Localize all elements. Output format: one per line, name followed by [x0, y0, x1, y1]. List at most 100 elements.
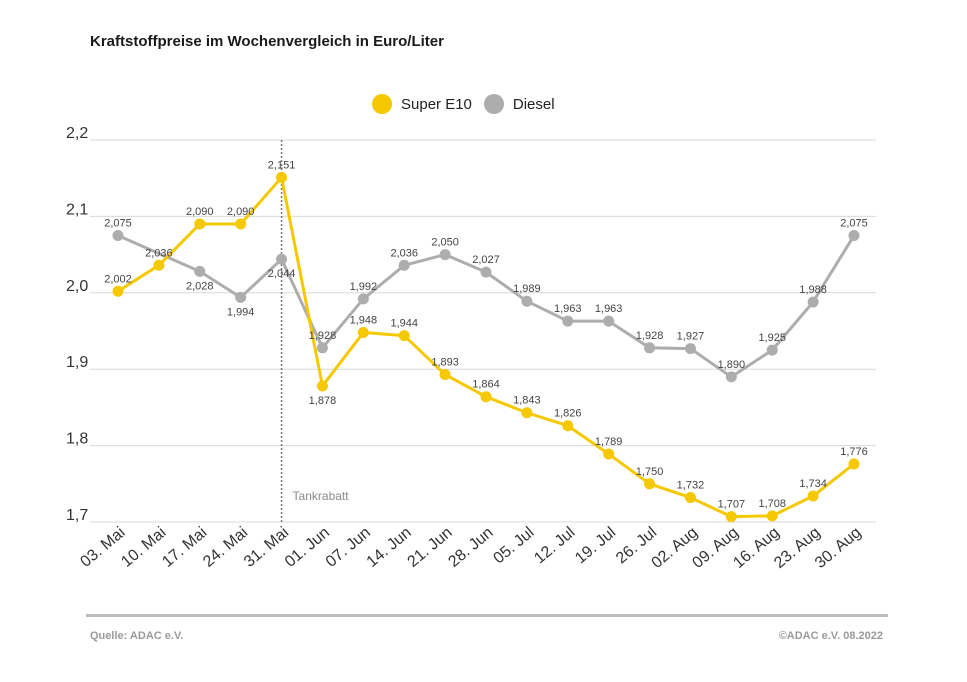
data-point-super-e10 — [439, 369, 451, 381]
data-label-super-e10: 1,734 — [799, 478, 827, 490]
data-label-super-e10: 2,036 — [145, 247, 173, 259]
data-point-diesel — [684, 343, 696, 355]
tankrabatt-annotation: Tankrabatt — [293, 489, 350, 503]
data-label-diesel: 1,963 — [554, 303, 582, 315]
legend-label-super-e10: Super E10 — [401, 95, 472, 113]
legend-swatch-diesel — [483, 94, 504, 114]
data-label-diesel: 1,890 — [718, 359, 746, 371]
data-point-diesel — [235, 291, 247, 303]
series-line-super-e10 — [117, 175, 855, 519]
data-point-diesel — [766, 344, 778, 356]
x-tick-label: 31. Mai — [241, 524, 292, 571]
legend-label-diesel: Diesel — [512, 95, 555, 113]
source-note: Quelle: ADAC e.V. — [90, 630, 184, 642]
data-point-super-e10 — [725, 511, 737, 523]
data-label-diesel: 2,075 — [840, 218, 868, 230]
data-point-diesel — [644, 342, 656, 354]
data-point-diesel — [439, 249, 451, 261]
x-tick-label: 19. Jul — [572, 524, 619, 567]
data-point-super-e10 — [562, 420, 574, 432]
legend-swatch-super-e10 — [372, 94, 392, 114]
data-point-diesel — [848, 230, 860, 241]
data-label-diesel: 1,989 — [513, 283, 541, 295]
data-point-super-e10 — [235, 218, 247, 230]
chart-legend: Super E10 Diesel — [372, 94, 567, 114]
data-label-diesel: 1,994 — [227, 306, 255, 318]
data-point-super-e10 — [398, 330, 410, 342]
data-point-diesel — [316, 342, 328, 354]
x-tick-label: 14. Jun — [364, 524, 415, 571]
data-point-diesel — [480, 266, 492, 278]
data-point-diesel — [521, 295, 533, 307]
chart-title: Kraftstoffpreise im Wochenvergleich in E… — [90, 33, 444, 50]
data-point-diesel — [357, 293, 369, 305]
data-label-super-e10: 1,878 — [309, 395, 337, 407]
data-label-super-e10: 1,944 — [390, 318, 418, 330]
data-point-super-e10 — [112, 285, 124, 297]
data-point-diesel — [603, 315, 615, 327]
y-tick-label: 1,7 — [66, 507, 88, 524]
x-tick-label: 10. Mai — [118, 524, 169, 571]
x-tick-label: 01. Jun — [282, 524, 333, 571]
footer-divider — [86, 614, 888, 617]
data-label-super-e10: 2,090 — [227, 206, 255, 218]
data-label-super-e10: 1,732 — [677, 480, 705, 492]
data-label-super-e10: 1,707 — [718, 499, 746, 511]
x-tick-label: 21. Jun — [405, 524, 456, 571]
data-point-super-e10 — [276, 171, 288, 183]
data-label-super-e10: 1,948 — [350, 315, 378, 327]
data-label-super-e10: 2,002 — [104, 273, 132, 285]
x-tick-label: 30. Aug — [812, 524, 865, 572]
data-point-diesel — [398, 259, 410, 271]
data-label-diesel: 2,028 — [186, 280, 214, 292]
series-line-diesel — [117, 234, 856, 379]
data-point-diesel — [725, 371, 737, 383]
data-point-super-e10 — [766, 510, 778, 522]
data-label-diesel: 1,992 — [350, 281, 378, 293]
data-point-super-e10 — [357, 327, 369, 339]
data-label-diesel: 1,963 — [595, 303, 623, 315]
data-label-diesel: 2,075 — [104, 218, 132, 230]
data-label-diesel: 2,036 — [390, 247, 418, 259]
data-label-diesel: 2,044 — [268, 268, 296, 280]
data-label-super-e10: 1,826 — [554, 408, 582, 420]
data-label-super-e10: 2,090 — [186, 206, 214, 218]
data-point-diesel — [112, 230, 124, 241]
data-label-diesel: 1,925 — [758, 332, 786, 344]
legend-item-super-e10: Super E10 — [372, 94, 472, 114]
data-label-diesel: 1,927 — [677, 331, 705, 343]
data-point-super-e10 — [807, 490, 819, 502]
data-point-diesel — [194, 265, 206, 277]
data-label-diesel: 2,027 — [472, 254, 500, 266]
data-label-diesel: 2,050 — [431, 237, 459, 249]
x-tick-label: 07. Jun — [323, 524, 374, 571]
y-tick-label: 1,8 — [66, 431, 88, 448]
data-point-super-e10 — [153, 259, 165, 271]
data-point-super-e10 — [848, 458, 860, 470]
data-point-super-e10 — [194, 218, 206, 230]
y-tick-label: 2,0 — [66, 278, 88, 295]
data-point-super-e10 — [644, 478, 656, 490]
data-label-super-e10: 1,893 — [431, 357, 459, 369]
data-label-diesel: 1,928 — [636, 330, 664, 342]
data-label-diesel: 1,988 — [799, 284, 827, 296]
x-tick-label: 03. Mai — [77, 524, 128, 571]
x-tick-label: 28. Jun — [445, 524, 496, 571]
data-label-super-e10: 1,789 — [595, 436, 623, 448]
x-tick-label: 17. Mai — [159, 524, 210, 571]
legend-item-diesel: Diesel — [483, 94, 555, 114]
data-point-super-e10 — [521, 407, 533, 419]
data-label-super-e10: 1,708 — [758, 498, 786, 510]
y-tick-label: 2,2 — [66, 125, 88, 142]
data-label-super-e10: 1,776 — [840, 446, 868, 458]
data-point-diesel — [807, 296, 819, 308]
data-point-super-e10 — [480, 391, 492, 403]
copyright-note: ©ADAC e.V. 08.2022 — [778, 630, 883, 642]
y-tick-label: 2,1 — [66, 201, 88, 218]
x-tick-label: 05. Jul — [490, 524, 537, 567]
data-point-diesel — [562, 315, 574, 327]
data-label-diesel: 1,928 — [309, 330, 337, 342]
y-tick-label: 1,9 — [66, 354, 88, 371]
x-tick-label: 12. Jul — [531, 524, 578, 567]
